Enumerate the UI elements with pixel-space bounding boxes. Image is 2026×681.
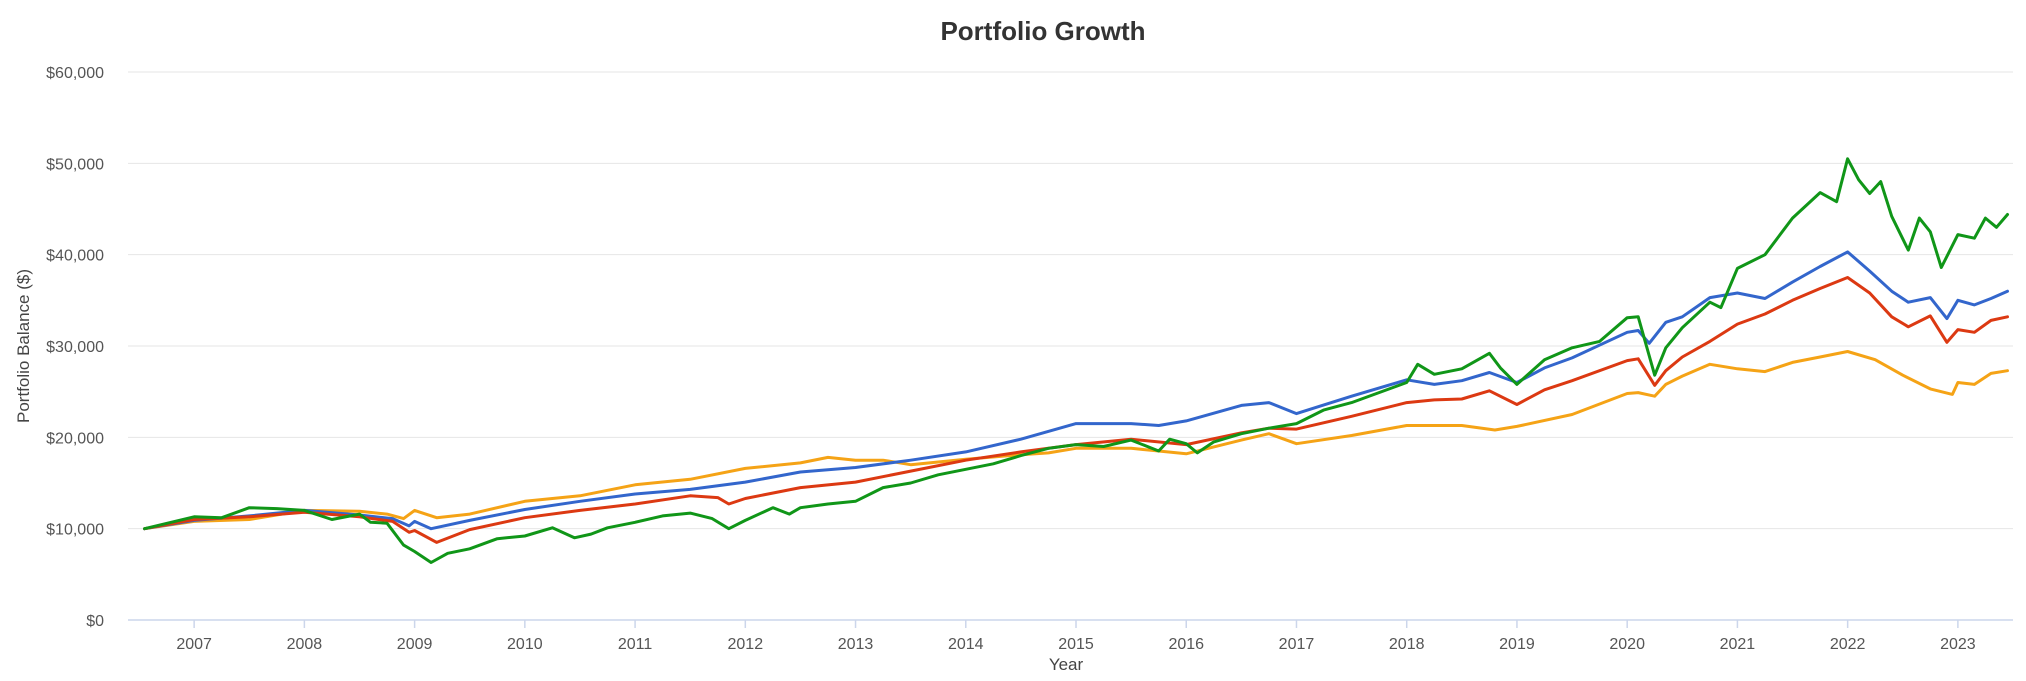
y-axis-ticks: $0 $10,000 $20,000 $30,000 $40,000 $50,000 $60… <box>46 65 104 630</box>
y-tick-label: $0 <box>86 613 104 630</box>
series-line-2 <box>143 250 2009 531</box>
x-tick-label: 2022 <box>1830 636 1866 653</box>
x-tick-label: 2015 <box>1058 636 1094 653</box>
series-line-1 <box>143 350 2009 531</box>
x-tick-label: 2014 <box>948 636 984 653</box>
x-tick-label: 2011 <box>618 636 653 653</box>
y-tick-label: $10,000 <box>46 522 104 539</box>
x-tick-label: 2017 <box>1279 636 1315 653</box>
gridlines <box>128 71 2013 530</box>
x-tick-label: 2016 <box>1168 636 1204 653</box>
y-tick-label: $50,000 <box>46 156 104 173</box>
x-tick-label: 2007 <box>176 636 212 653</box>
y-tick-label: $60,000 <box>46 65 104 82</box>
y-tick-label: $30,000 <box>46 339 104 356</box>
x-tick-label: 2012 <box>728 636 764 653</box>
x-axis-ticks: 2007 2008 2009 2010 2011 2012 2013 2014 2015 2016… <box>176 620 1976 653</box>
y-axis-label: Portfolio Balance ($) <box>14 269 33 423</box>
x-tick-label: 2020 <box>1609 636 1645 653</box>
x-tick-label: 2023 <box>1940 636 1976 653</box>
y-tick-label: $20,000 <box>46 430 104 447</box>
chart-title: Portfolio Growth <box>940 16 1145 46</box>
series-line-4 <box>143 157 2009 564</box>
x-tick-label: 2010 <box>507 636 543 653</box>
x-axis-label: Year <box>1049 655 1084 674</box>
series-lines <box>143 157 2009 564</box>
x-tick-label: 2013 <box>838 636 874 653</box>
x-tick-label: 2008 <box>287 636 323 653</box>
y-tick-label: $40,000 <box>46 248 104 265</box>
x-tick-label: 2019 <box>1499 636 1535 653</box>
series-line-3 <box>143 276 2009 544</box>
x-tick-label: 2009 <box>397 636 433 653</box>
x-tick-label: 2018 <box>1389 636 1425 653</box>
x-tick-label: 2021 <box>1720 636 1756 653</box>
